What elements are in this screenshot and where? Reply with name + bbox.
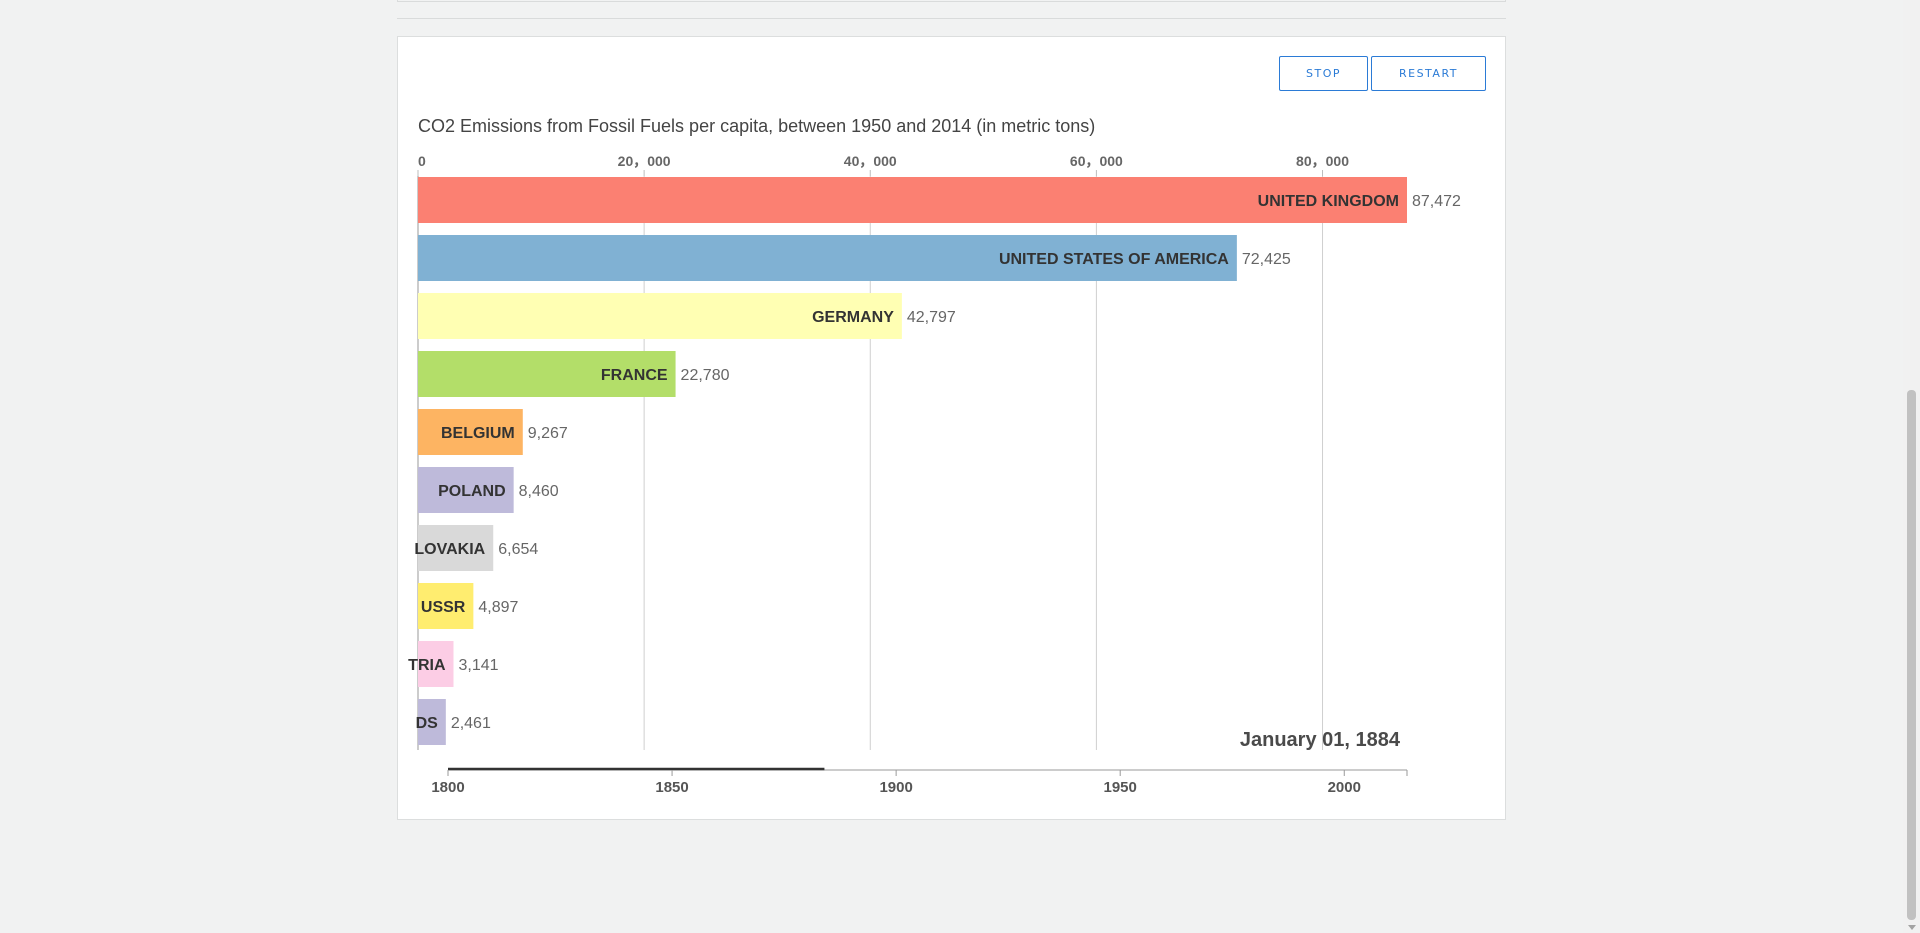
bar [418, 467, 514, 513]
bar-value-label: 22,780 [681, 367, 730, 384]
timeline-tick-label: 1800 [431, 779, 464, 796]
bar-group: POLAND 8,460 [418, 467, 559, 513]
timeline-tick-label: 1950 [1104, 779, 1137, 796]
bar-group: FRANCE 22,780 [418, 351, 730, 397]
chart-card: STOP RESTART CO2 Emissions from Fossil F… [397, 36, 1506, 820]
bar-category-label: DS [416, 715, 439, 732]
bar-category-label: USSR [421, 599, 466, 616]
stop-button[interactable]: STOP [1279, 56, 1368, 91]
current-date-label: January 01, 1884 [1240, 729, 1401, 751]
timeline-tick-label: 2000 [1328, 779, 1361, 796]
timeline-tick-label: 1900 [879, 779, 912, 796]
bar-group: GERMANY 42,797 [418, 293, 956, 339]
scrollbar-thumb[interactable] [1907, 390, 1916, 920]
bar [418, 351, 676, 397]
bar-value-label: 2,461 [451, 715, 491, 732]
bar [418, 409, 523, 455]
timeline-axis: 1800 1850 1900 1950 2000 [431, 767, 1408, 796]
bar [418, 525, 494, 571]
bar-group: BELGIUM 9,267 [418, 409, 568, 455]
bar-category-label: UNITED STATES OF AMERICA [999, 251, 1229, 268]
bar-chart-race: CO2 Emissions from Fossil Fuels per capi… [408, 116, 1461, 796]
bar-category-label: POLAND [438, 483, 506, 500]
bar-category-label: UNITED KINGDOM [1258, 193, 1399, 210]
bar-value-label: 42,797 [907, 309, 956, 326]
bar [418, 641, 454, 687]
bar-group: USSR 4,897 [418, 583, 519, 629]
bar-category-label: FRANCE [601, 367, 668, 384]
restart-button[interactable]: RESTART [1371, 56, 1486, 91]
bars: UNITED KINGDOM 87,472 UNITED STATES OF AME… [408, 177, 1461, 745]
bar-value-label: 9,267 [528, 425, 568, 442]
scroll-down-arrow-icon[interactable] [1908, 925, 1916, 930]
bar [418, 583, 474, 629]
x-tick-label: 40，000 [844, 153, 897, 169]
timeline-tick-label: 1850 [655, 779, 688, 796]
bar-group: UNITED STATES OF AMERICA 72,425 [418, 235, 1291, 281]
bar-group: DS 2,461 [416, 699, 491, 745]
bar-value-label: 8,460 [519, 483, 559, 500]
x-tick-label: 60，000 [1070, 153, 1123, 169]
bar-group: UNITED KINGDOM 87,472 [418, 177, 1461, 223]
bar-category-label: BELGIUM [441, 425, 515, 442]
bar-value-label: 72,425 [1242, 251, 1291, 268]
x-tick-label: 20，000 [618, 153, 671, 169]
bar-category-label: LOVAKIA [414, 541, 485, 558]
bar-group: TRIA 3,141 [408, 641, 499, 687]
previous-card-edge [397, 0, 1506, 2]
chart-title: CO2 Emissions from Fossil Fuels per capi… [418, 116, 1095, 136]
bar-value-label: 4,897 [478, 599, 518, 616]
bar-category-label: TRIA [408, 657, 446, 674]
page-scrollbar[interactable] [1903, 0, 1920, 933]
bar-group: LOVAKIA 6,654 [414, 525, 538, 571]
bar-value-label: 87,472 [1412, 193, 1461, 210]
bar [418, 235, 1237, 281]
section-divider [397, 18, 1506, 19]
x-tick-label: 0 [418, 153, 426, 169]
bar [418, 293, 902, 339]
bar-value-label: 3,141 [459, 657, 499, 674]
bar-value-label: 6,654 [498, 541, 538, 558]
bar [418, 177, 1407, 223]
x-axis-ticks: 0 20，000 40，000 60，000 80，000 [417, 153, 1349, 176]
x-tick-label: 80，000 [1296, 153, 1349, 169]
bar [418, 699, 446, 745]
bar-category-label: GERMANY [812, 309, 894, 326]
